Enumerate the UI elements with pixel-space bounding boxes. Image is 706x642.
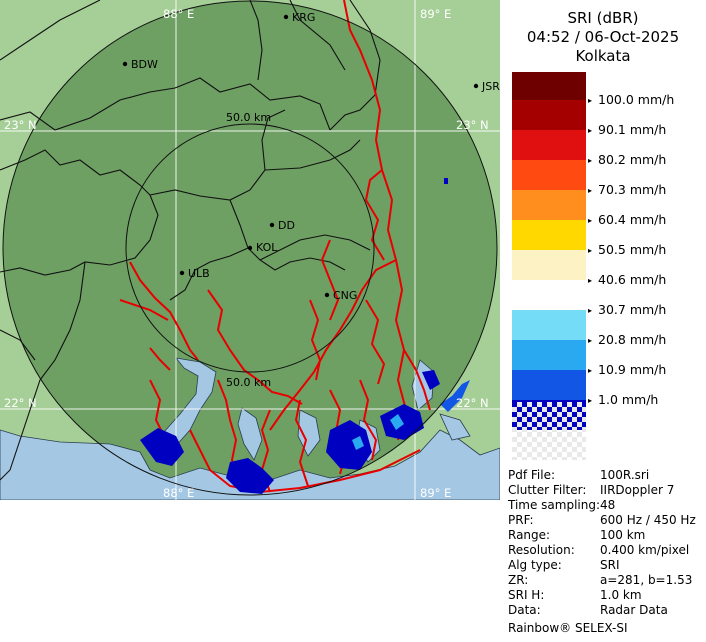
product-title: SRI (dBR) — [567, 9, 639, 27]
lon-label-bottom-right: 89° E — [420, 486, 451, 500]
meta-value: 100 km — [600, 528, 646, 542]
legend-swatch — [512, 280, 586, 310]
legend-swatch — [512, 160, 586, 190]
lat-label-upper-left: 23° N — [4, 118, 37, 132]
range-label-bottom: 50.0 km — [226, 376, 271, 389]
meta-key: Data: — [508, 603, 541, 617]
legend-label: 60.4 mm/h — [588, 213, 666, 228]
city-dot-krg — [283, 14, 289, 20]
legend-swatch — [512, 100, 586, 130]
city-dot-jsr — [473, 83, 479, 89]
meta-value: 600 Hz / 450 Hz — [600, 513, 696, 527]
meta-value: 1.0 km — [600, 588, 642, 602]
meta-value: Radar Data — [600, 603, 668, 617]
city-label-krg: KRG — [292, 11, 315, 24]
legend-swatch — [512, 340, 586, 370]
legend-label: 30.7 mm/h — [588, 303, 666, 318]
datetime-title: 04:52 / 06-Oct-2025 — [526, 28, 680, 46]
legend-label: 40.6 mm/h — [588, 273, 666, 288]
lat-label-lower-right: 22° N — [456, 396, 489, 410]
meta-key: PRF: — [508, 513, 534, 527]
legend-swatch — [512, 130, 586, 160]
legend-label: 100.0 mm/h — [588, 93, 674, 108]
meta-key: Alg type: — [508, 558, 562, 572]
city-dot-dd — [269, 222, 275, 228]
radar-map[interactable]: KRG BDW JSR DD KOL ULB CNG 50.0 km 50.0 … — [0, 0, 501, 501]
meta-key: ZR: — [508, 573, 529, 587]
city-dot-bdw — [122, 61, 128, 67]
meta-key: Clutter Filter: — [508, 483, 587, 497]
meta-value: 100R.sri — [600, 468, 650, 482]
city-dot-cng — [324, 292, 330, 298]
meta-key: Resolution: — [508, 543, 575, 557]
legend-label: 50.5 mm/h — [588, 243, 666, 258]
legend-label: 90.1 mm/h — [588, 123, 666, 138]
city-label-jsr: JSR — [481, 80, 500, 93]
legend-label: 20.8 mm/h — [588, 333, 666, 348]
legend-label: 1.0 mm/h — [588, 393, 658, 408]
city-dot-kol — [247, 245, 253, 251]
meta-value: a=281, b=1.53 — [600, 573, 693, 587]
lon-label-top-right: 89° E — [420, 7, 451, 21]
radar-map-canvas: KRG BDW JSR DD KOL ULB CNG 50.0 km 50.0 … — [0, 0, 501, 501]
city-label-kol: KOL — [256, 241, 278, 254]
meta-value: SRI — [600, 558, 620, 572]
footer-credit: Rainbow® SELEX-SI — [508, 621, 628, 635]
range-ring-outer — [2, 0, 498, 496]
legend-swatch — [512, 310, 586, 340]
city-dot-ulb — [179, 270, 185, 276]
city-label-ulb: ULB — [188, 267, 210, 280]
meta-value: 0.400 km/pixel — [600, 543, 690, 557]
legend-swatch — [512, 250, 586, 280]
legend-label: 70.3 mm/h — [588, 183, 666, 198]
city-label-bdw: BDW — [131, 58, 158, 71]
range-rings — [2, 0, 498, 496]
city-label-dd: DD — [278, 219, 295, 232]
range-ring-inner — [125, 123, 375, 373]
legend-swatch-top — [512, 72, 586, 100]
lon-label-bottom-left: 88° E — [163, 486, 194, 500]
meta-value: IIRDoppler 7 — [600, 483, 675, 497]
meta-key: Time sampling: — [508, 498, 601, 512]
meta-key: Pdf File: — [508, 468, 556, 482]
rain-echoes — [140, 178, 470, 494]
meta-value: 48 — [600, 498, 616, 512]
range-label-top: 50.0 km — [226, 111, 271, 124]
legend-label: 10.9 mm/h — [588, 363, 666, 378]
legend-nodata-swatch — [512, 402, 586, 460]
lat-label-lower-left: 22° N — [4, 396, 37, 410]
site-title: Kolkata — [575, 47, 631, 65]
legend-label: 80.2 mm/h — [588, 153, 666, 168]
legend-swatch — [512, 370, 586, 400]
city-markers — [122, 14, 479, 298]
legend-swatch — [512, 220, 586, 250]
lat-label-upper-right: 23° N — [456, 118, 489, 132]
meta-key: Range: — [508, 528, 551, 542]
legend-swatch — [512, 190, 586, 220]
lon-label-top-left: 88° E — [163, 7, 194, 21]
meta-key: SRI H: — [508, 588, 545, 602]
city-label-cng: CNG — [333, 289, 357, 302]
